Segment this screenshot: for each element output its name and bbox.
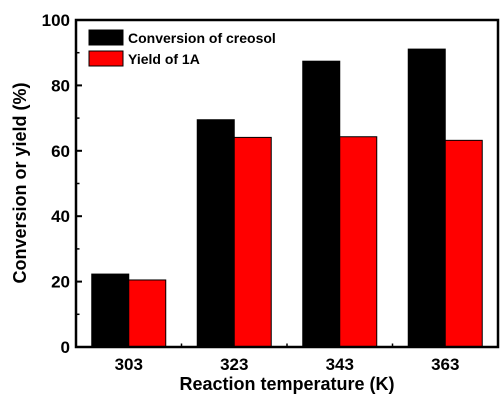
bar-yield-323 [233, 136, 272, 348]
bar-conversion-323 [196, 119, 235, 348]
bar-conversion-363 [407, 48, 446, 348]
y-tick-label-100: 100 [42, 11, 70, 30]
legend-label-yield: Yield of 1A [128, 51, 200, 67]
bars [91, 48, 483, 348]
y-tick-label-20: 20 [51, 273, 70, 292]
y-axis-title: Conversion or yield (%) [10, 82, 30, 283]
bar-yield-363 [444, 139, 483, 348]
legend: Conversion of creosol Yield of 1A [88, 29, 276, 67]
legend-label-conversion: Conversion of creosol [128, 30, 276, 46]
x-tick-label-363: 363 [431, 355, 459, 374]
bar-conversion-303 [91, 273, 130, 348]
y-tick-label-80: 80 [51, 76, 70, 95]
legend-swatch-yield [88, 50, 124, 67]
x-tick-label-323: 323 [220, 355, 248, 374]
y-tick-label-60: 60 [51, 142, 70, 161]
x-tick-label-343: 343 [326, 355, 354, 374]
y-tick-label-40: 40 [51, 207, 70, 226]
y-tick-label-0: 0 [61, 338, 70, 357]
bar-conversion-343 [302, 60, 341, 348]
bar-yield-343 [339, 136, 378, 348]
x-axis-title: Reaction temperature (K) [179, 374, 394, 394]
bar-yield-303 [128, 279, 167, 348]
plot-frame [74, 18, 500, 349]
legend-swatch-conversion [88, 29, 124, 46]
x-tick-label-303: 303 [115, 355, 143, 374]
